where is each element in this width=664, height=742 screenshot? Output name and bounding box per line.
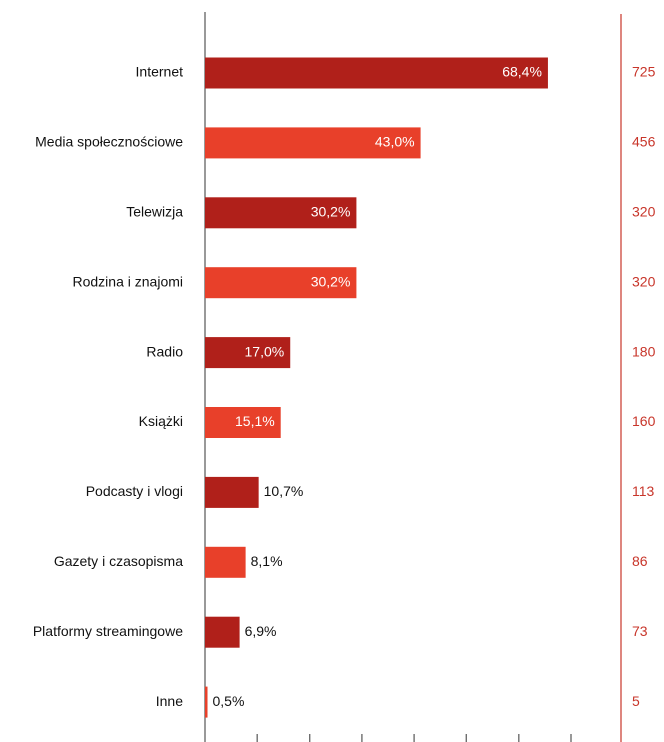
value-label: 8,1% xyxy=(251,553,283,569)
count-label: 320 xyxy=(632,204,656,220)
category-label: Telewizja xyxy=(126,204,183,220)
value-label: 30,2% xyxy=(311,273,351,289)
count-label: 320 xyxy=(632,273,656,289)
category-label: Podcasty i vlogi xyxy=(86,483,183,499)
category-label: Media społecznościowe xyxy=(35,134,183,150)
count-label: 73 xyxy=(632,623,648,639)
count-label: 113 xyxy=(632,483,655,499)
bar xyxy=(205,686,208,718)
count-label: 725 xyxy=(632,64,656,80)
count-label: 86 xyxy=(632,553,648,569)
value-label: 68,4% xyxy=(502,64,542,80)
value-label: 0,5% xyxy=(213,693,245,709)
value-label: 6,9% xyxy=(245,623,277,639)
value-label: 17,0% xyxy=(245,343,285,359)
bar xyxy=(205,267,357,299)
category-label: Książki xyxy=(139,413,183,429)
value-label: 15,1% xyxy=(235,413,275,429)
bar xyxy=(205,337,291,369)
value-label: 30,2% xyxy=(311,204,351,220)
bar xyxy=(205,127,421,159)
category-label: Gazety i czasopisma xyxy=(54,553,183,569)
bar xyxy=(205,57,548,89)
category-label: Inne xyxy=(156,693,183,709)
category-label: Radio xyxy=(146,343,183,359)
category-label: Internet xyxy=(136,64,184,80)
value-label: 43,0% xyxy=(375,134,415,150)
count-label: 180 xyxy=(632,343,656,359)
count-label: 160 xyxy=(632,413,656,429)
bar xyxy=(205,407,281,438)
bar xyxy=(205,197,357,229)
category-label: Platformy streamingowe xyxy=(33,623,183,639)
count-label: 456 xyxy=(632,134,656,150)
category-label: Rodzina i znajomi xyxy=(73,273,184,289)
bar xyxy=(205,476,259,508)
bar xyxy=(205,546,246,578)
count-label: 5 xyxy=(632,693,640,709)
bar xyxy=(205,616,240,648)
value-label: 10,7% xyxy=(264,483,304,499)
